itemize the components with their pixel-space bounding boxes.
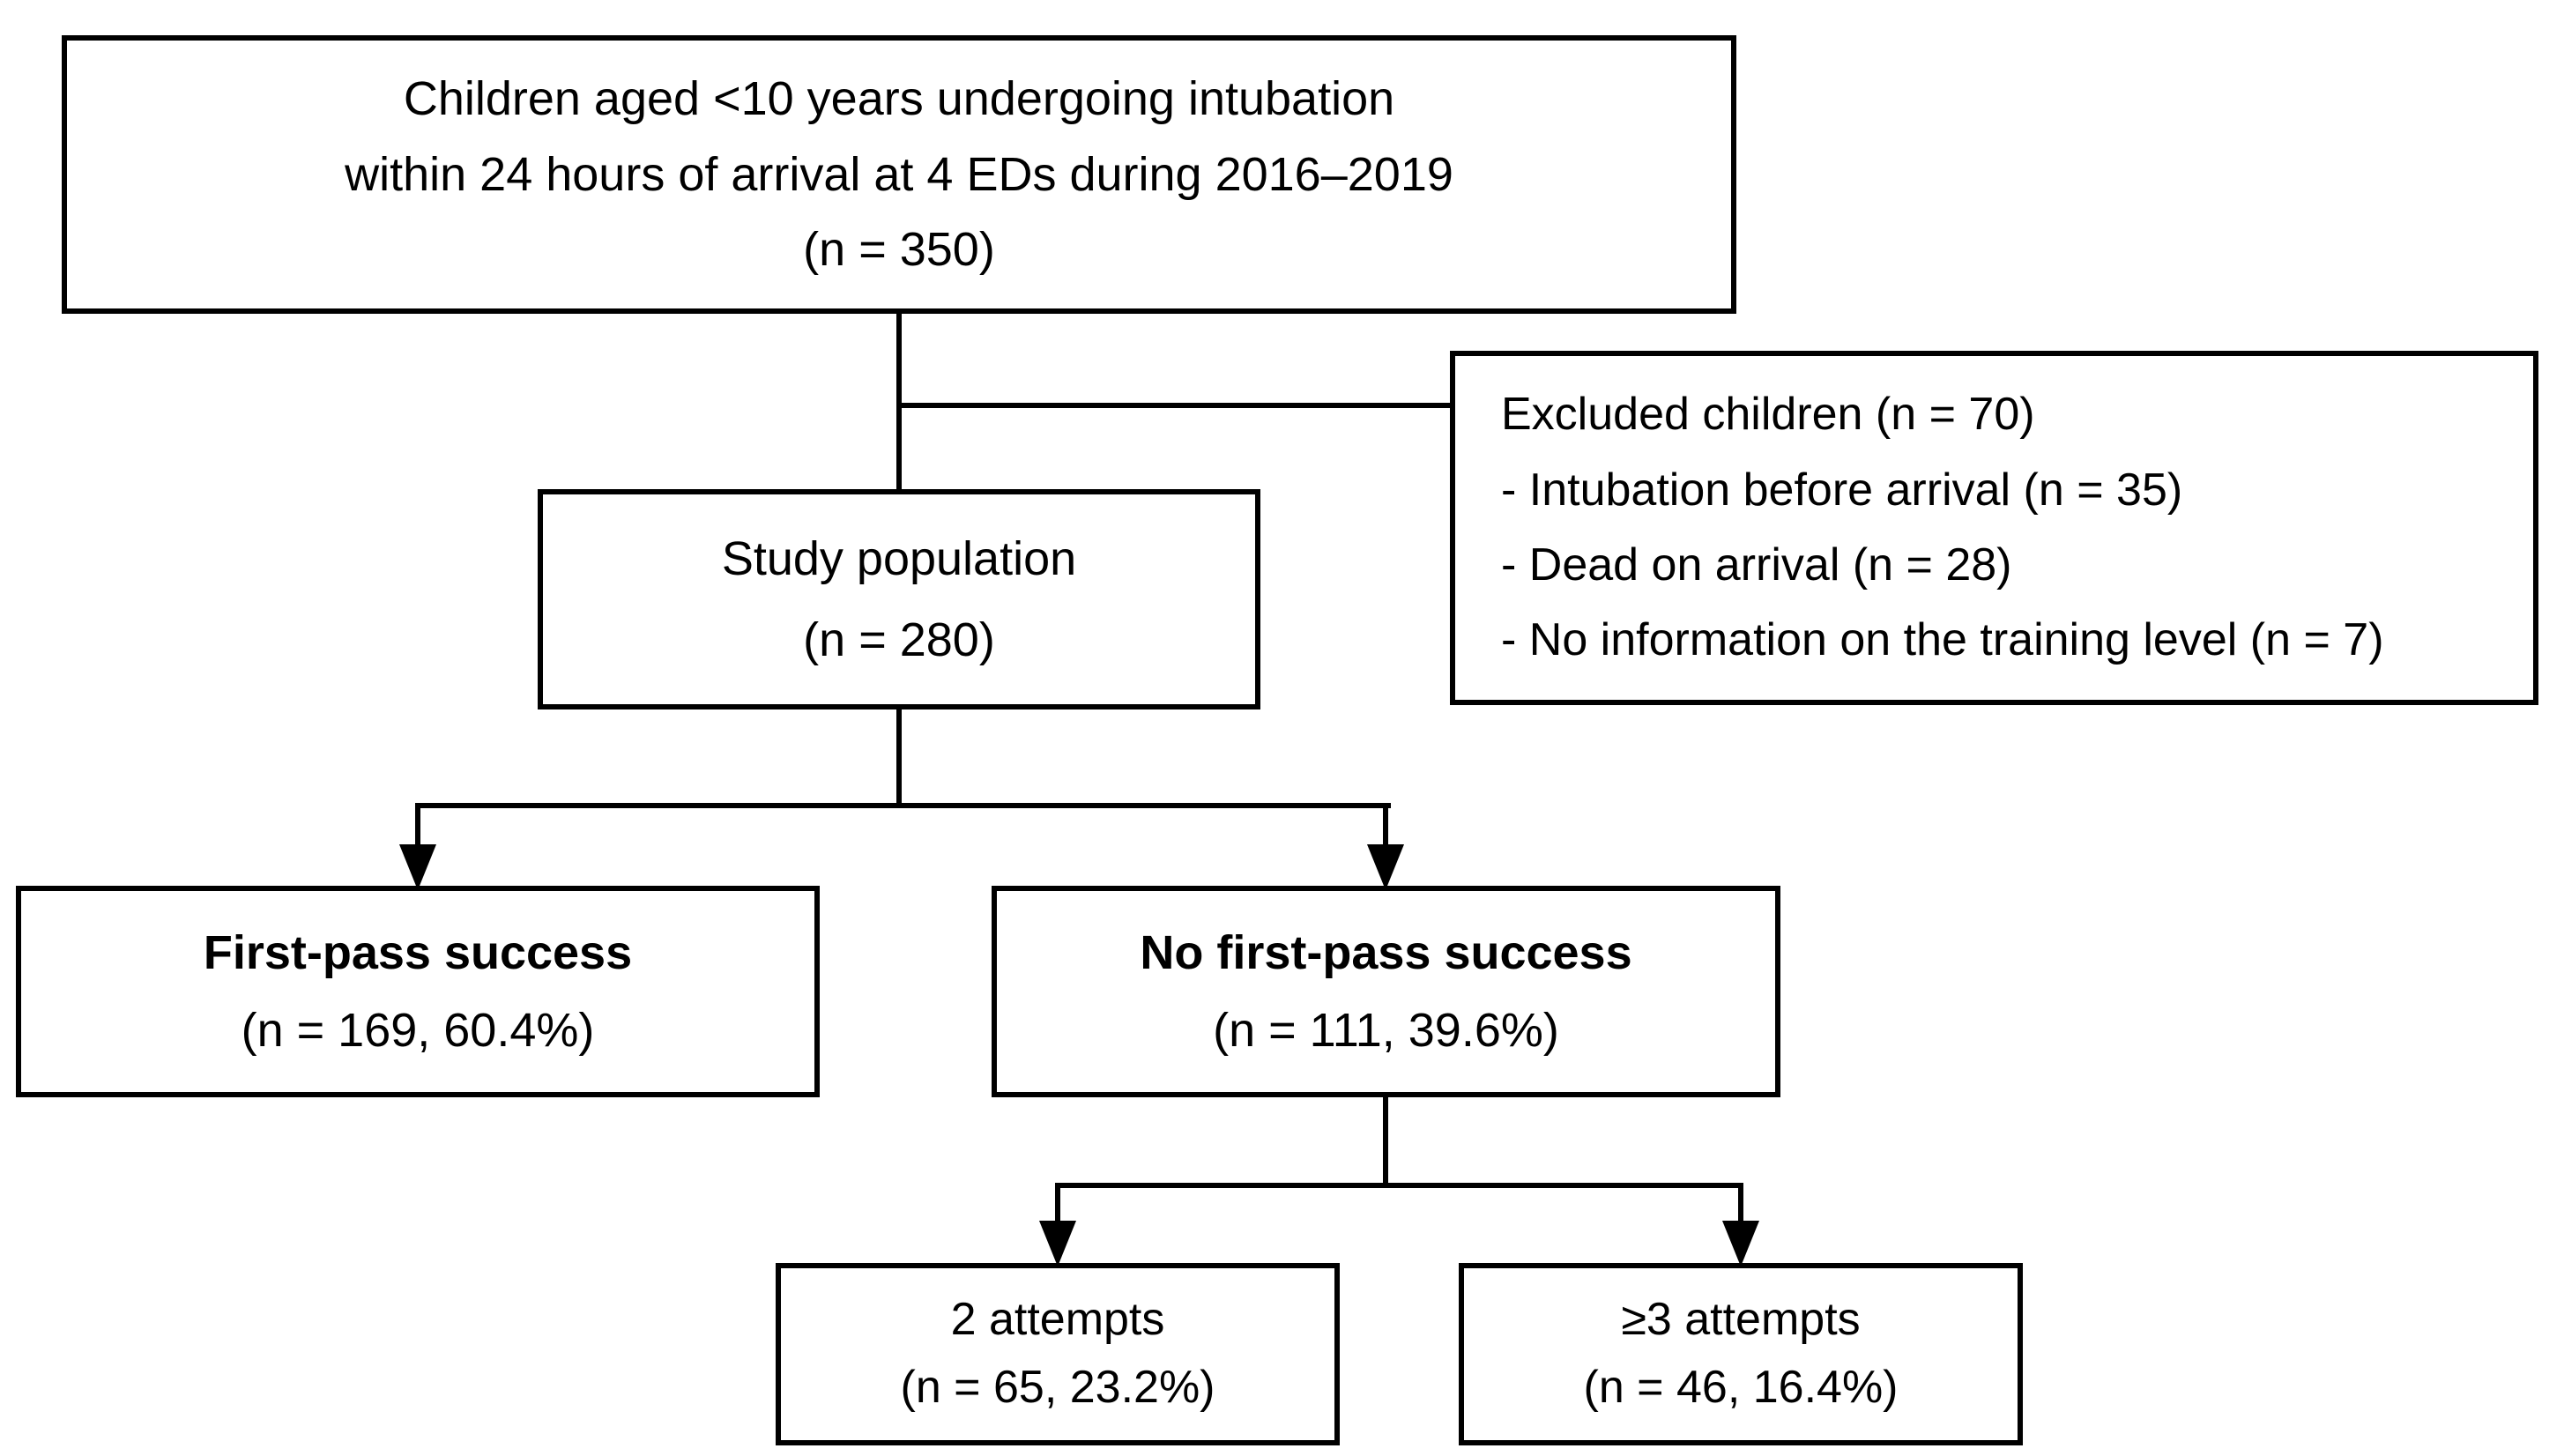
three-or-more-attempts-count: (n = 46, 16.4%) — [1583, 1362, 1899, 1414]
fork2-left-stem — [1055, 1183, 1060, 1227]
fork1-horizontal — [415, 803, 1391, 808]
arrow-down-icon — [1722, 1221, 1759, 1267]
enrollment-box: Children aged <10 years undergoing intub… — [62, 35, 1736, 314]
arrow-down-icon — [399, 844, 436, 890]
three-or-more-attempts-box: ≥3 attempts (n = 46, 16.4%) — [1459, 1263, 2023, 1445]
arrow-down-icon — [1039, 1221, 1076, 1267]
enrollment-count: (n = 350) — [803, 223, 995, 277]
two-attempts-title: 2 attempts — [950, 1294, 1165, 1346]
enrollment-line-1: Children aged <10 years undergoing intub… — [403, 72, 1395, 126]
fork1-right-stem — [1383, 803, 1388, 851]
first-pass-title: First-pass success — [203, 925, 633, 979]
connector-top-to-study — [896, 314, 902, 489]
study-population-box: Study population (n = 280) — [538, 489, 1260, 709]
arrow-down-icon — [1367, 844, 1404, 890]
fork1-left-stem — [415, 803, 420, 851]
first-pass-success-box: First-pass success (n = 169, 60.4%) — [16, 886, 820, 1097]
connector-nofp-to-fork — [1383, 1097, 1388, 1188]
excluded-item-no-training-info: - No information on the training level (… — [1501, 613, 2384, 665]
two-attempts-count: (n = 65, 23.2%) — [900, 1362, 1215, 1414]
no-first-pass-title: No first-pass success — [1140, 925, 1632, 979]
study-population-title: Study population — [721, 531, 1077, 585]
excluded-box: Excluded children (n = 70) - Intubation … — [1450, 351, 2538, 705]
excluded-item-dead-on-arrival: - Dead on arrival (n = 28) — [1501, 539, 2012, 591]
excluded-item-intubation-before-arrival: - Intubation before arrival (n = 35) — [1501, 464, 2183, 516]
study-population-count: (n = 280) — [803, 613, 995, 666]
two-attempts-box: 2 attempts (n = 65, 23.2%) — [776, 1263, 1340, 1445]
connector-branch-excluded — [896, 403, 1450, 408]
enrollment-line-2: within 24 hours of arrival at 4 EDs duri… — [345, 147, 1453, 201]
excluded-title: Excluded children (n = 70) — [1501, 389, 2035, 441]
fork2-right-stem — [1738, 1183, 1743, 1227]
three-or-more-attempts-title: ≥3 attempts — [1621, 1294, 1861, 1346]
fork2-horizontal — [1055, 1183, 1743, 1188]
first-pass-count: (n = 169, 60.4%) — [241, 1004, 595, 1058]
no-first-pass-count: (n = 111, 39.6%) — [1213, 1004, 1559, 1058]
no-first-pass-success-box: No first-pass success (n = 111, 39.6%) — [992, 886, 1780, 1097]
connector-study-to-fork — [896, 709, 902, 808]
